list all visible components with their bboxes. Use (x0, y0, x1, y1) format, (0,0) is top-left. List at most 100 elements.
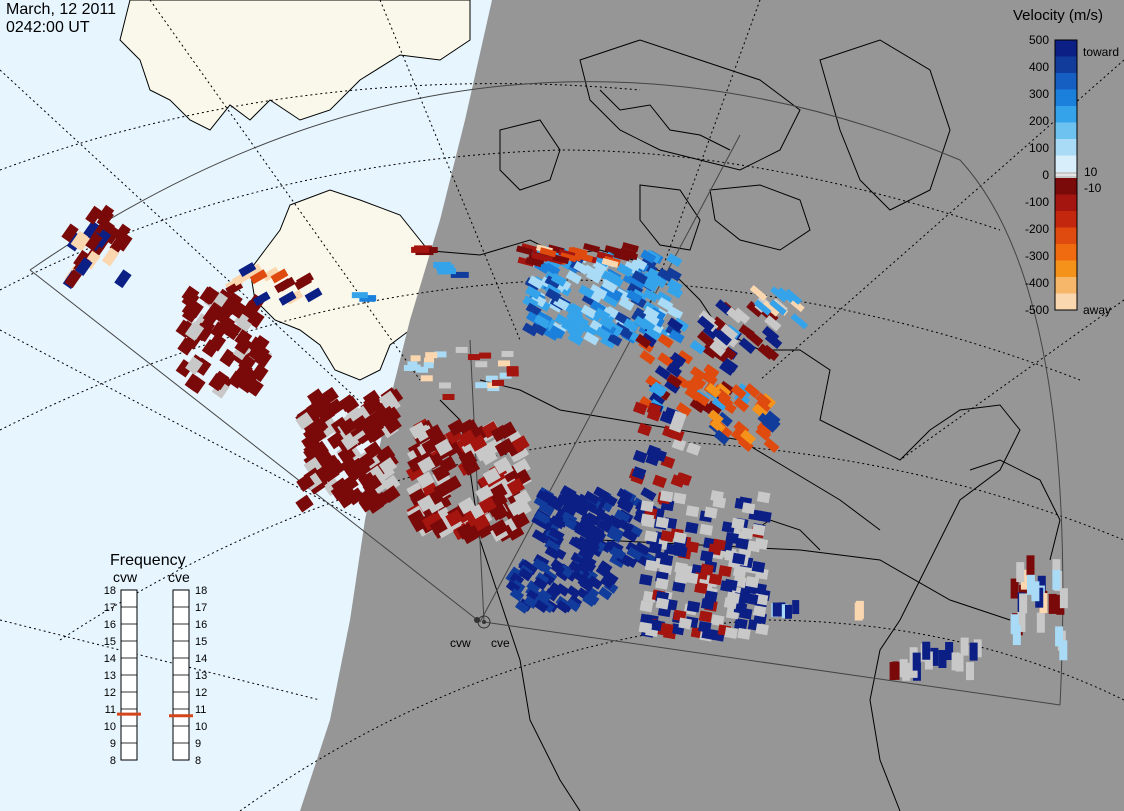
velocity-cell (511, 435, 530, 453)
velocity-cell (576, 560, 591, 575)
velocity-cell (726, 306, 744, 324)
velocity-cell (675, 472, 691, 486)
velocity-cell (581, 499, 598, 514)
velocity-cell (732, 552, 746, 565)
velocity-cell (513, 500, 532, 518)
velocity-cell (758, 510, 772, 523)
velocity-cell (539, 247, 557, 258)
velocity-cell (665, 267, 682, 282)
velocity-cell (1010, 614, 1019, 635)
velocity-cell (736, 383, 753, 398)
velocity-cell (666, 373, 683, 389)
velocity-cell (560, 516, 578, 531)
velocity-cell (193, 357, 212, 376)
velocity-cell (784, 604, 792, 619)
velocity-cell (85, 205, 103, 225)
velocity-cell (592, 258, 609, 273)
velocity-cell (686, 442, 701, 456)
velocity-cell (566, 598, 581, 612)
velocity-cell (425, 424, 444, 442)
velocity-cell (468, 434, 488, 452)
velocity-cell (731, 517, 745, 530)
velocity-cell (540, 490, 558, 505)
velocity-cell (493, 456, 512, 475)
velocity-cell (433, 261, 452, 268)
velocity-cell (533, 314, 550, 329)
frequency-tick-cvw: 8 (110, 755, 116, 767)
velocity-cell (722, 358, 739, 373)
velocity-cell (776, 286, 795, 304)
velocity-cell (70, 230, 88, 250)
velocity-cell (1055, 626, 1064, 647)
velocity-cell (651, 381, 668, 397)
velocity-cell (75, 257, 93, 277)
velocity-cell (565, 270, 582, 285)
velocity-cell (660, 530, 675, 543)
velocity-cell (755, 623, 769, 636)
velocity-cell (509, 588, 525, 602)
velocity-cell (714, 329, 732, 346)
velocity-cell (657, 297, 674, 312)
velocity-cell (481, 420, 500, 439)
velocity-cell (295, 494, 314, 513)
velocity-cell (689, 339, 706, 355)
velocity-cell (730, 428, 747, 445)
velocity-cell (61, 223, 79, 243)
legend-tick-label: 300 (1029, 87, 1049, 101)
velocity-cell (1048, 593, 1057, 614)
legend-tick-label: 200 (1029, 114, 1049, 128)
radar-sites: cvw cve (450, 615, 510, 650)
velocity-cell (534, 599, 549, 614)
legend-tick-label: 0 (1042, 168, 1049, 182)
frequency-tick-cvw: 14 (104, 653, 116, 665)
velocity-cell (684, 380, 701, 395)
velocity-cell (296, 474, 315, 492)
legend-swatch-toward (1055, 106, 1077, 123)
velocity-cell (646, 408, 662, 422)
velocity-cell (689, 366, 706, 381)
velocity-cell (669, 428, 685, 442)
velocity-cell (764, 315, 782, 332)
velocity-cell (321, 464, 340, 483)
velocity-cell (382, 406, 402, 425)
header-time: 0242:00 UT (6, 19, 90, 36)
velocity-cell (700, 550, 714, 563)
velocity-cell (1026, 574, 1035, 595)
velocity-cell (197, 318, 215, 338)
velocity-cell (678, 617, 692, 630)
velocity-cell (642, 278, 659, 293)
velocity-cell (755, 425, 772, 441)
velocity-cell (738, 337, 757, 355)
velocity-cell (735, 537, 749, 550)
velocity-cell (740, 527, 754, 540)
velocity-cell (698, 620, 712, 633)
velocity-cell (657, 352, 674, 367)
velocity-cell (644, 559, 659, 572)
frequency-tick-cvw: 9 (110, 738, 116, 750)
velocity-cell (571, 536, 588, 551)
legend-away-label: away (1083, 303, 1111, 317)
velocity-cell (674, 562, 688, 574)
velocity-cell (485, 375, 498, 382)
velocity-cell (663, 543, 678, 556)
velocity-cell (634, 541, 651, 556)
legend-tick-label: -500 (1025, 303, 1049, 317)
velocity-cell (1012, 625, 1021, 646)
velocity-cell (221, 296, 240, 316)
legend-inner-label-pos: 10 (1084, 165, 1098, 179)
frequency-tick-cve: 13 (195, 670, 207, 682)
land-day (119, 0, 471, 381)
velocity-cell (564, 317, 582, 332)
velocity-cell (596, 510, 613, 524)
velocity-cell (704, 506, 718, 519)
velocity-cell (549, 515, 566, 530)
velocity-legend: Velocity (m/s) 500 400 300 200 100 0 -100 -200 -… (1013, 7, 1119, 317)
velocity-cell (704, 590, 718, 603)
velocity-cell (659, 554, 674, 566)
velocity-cell (201, 286, 220, 305)
velocity-cell (655, 577, 669, 590)
velocity-cell (614, 509, 631, 524)
velocity-cell (599, 575, 615, 589)
velocity-cell (772, 602, 780, 617)
